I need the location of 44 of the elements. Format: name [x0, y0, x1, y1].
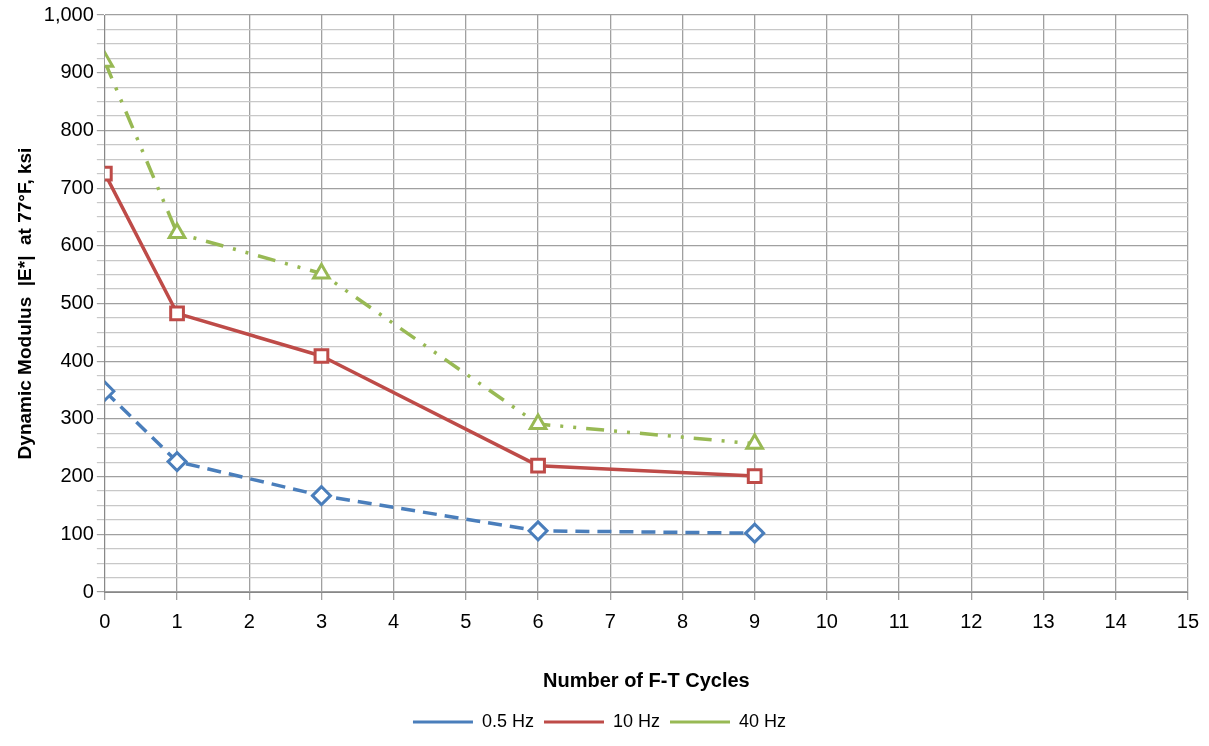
y-tick-label: 1,000: [43, 2, 94, 25]
x-tick-label: 2: [243, 609, 255, 632]
x-tick-label: 12: [960, 609, 983, 632]
y-tick-label: 500: [60, 291, 94, 314]
y-tick-label: 900: [60, 60, 94, 83]
point: [169, 305, 185, 322]
point: [312, 263, 331, 280]
y-tick-label: 700: [60, 175, 94, 198]
y-tick-label: 600: [60, 233, 94, 256]
point: [167, 222, 187, 240]
x-tick-label: 8: [676, 609, 689, 632]
y-tick-label: 200: [60, 464, 94, 487]
x-tick-label: 0: [99, 609, 111, 632]
legend-label: 40 Hz: [739, 710, 787, 731]
y-tick-label: 0: [82, 579, 94, 602]
point: [530, 457, 546, 474]
x-tick-label: 14: [1104, 609, 1127, 632]
legend-label: 10 Hz: [612, 710, 661, 731]
x-tick-label: 6: [532, 609, 544, 632]
point: [746, 468, 763, 484]
x-tick-label: 9: [749, 609, 761, 632]
point: [166, 451, 188, 473]
point: [744, 522, 766, 544]
point: [527, 520, 549, 542]
y-tick-label: 400: [60, 348, 94, 371]
x-tick-label: 11: [888, 609, 910, 632]
x-tick-label: 3: [315, 609, 328, 632]
y-tick-label: 800: [60, 117, 94, 140]
x-tick-label: 15: [1176, 609, 1199, 632]
x-tick-label: 5: [460, 609, 472, 632]
point: [745, 433, 764, 450]
y-tick-label: 100: [60, 521, 94, 544]
x-axis-title: Number of F-T Cycles: [543, 668, 750, 691]
x-tick-label: 10: [815, 609, 838, 632]
y-axis-title: Dynamic Modulus |E*| at 77°F, ksi: [13, 147, 35, 460]
point: [310, 485, 332, 507]
x-tick-label: 1: [171, 609, 183, 632]
y-tick-label: 300: [60, 406, 94, 429]
x-tick-label: 7: [604, 609, 616, 632]
point: [528, 413, 548, 431]
point: [313, 348, 330, 364]
legend-label: 0.5 Hz: [481, 710, 534, 731]
x-tick-label: 13: [1032, 609, 1055, 632]
x-tick-label: 4: [388, 609, 400, 632]
